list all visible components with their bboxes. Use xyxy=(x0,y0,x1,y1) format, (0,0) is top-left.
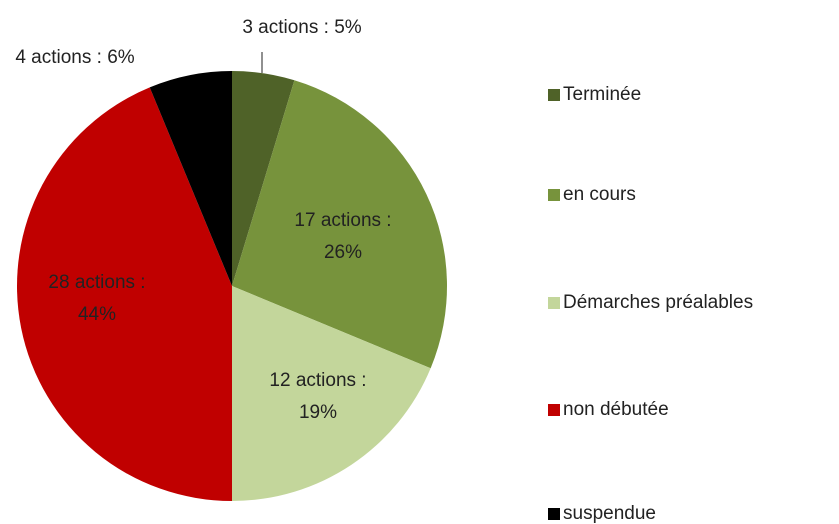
pie-slice xyxy=(149,71,232,286)
legend-label: suspendue xyxy=(563,503,656,524)
data-label: 4 actions : 6% xyxy=(15,47,134,68)
pie-slice xyxy=(16,87,232,501)
data-label: 17 actions : xyxy=(294,210,391,231)
legend-label: en cours xyxy=(563,184,636,205)
legend-swatch xyxy=(548,189,560,201)
data-label: 12 actions : xyxy=(269,370,366,391)
legend-label: Démarches préalables xyxy=(563,292,753,313)
legend-swatch xyxy=(548,89,560,101)
pie-slice xyxy=(232,71,295,286)
data-label: 3 actions : 5% xyxy=(242,17,361,38)
legend-swatch xyxy=(548,297,560,309)
legend-swatch xyxy=(548,508,560,520)
pie-slice xyxy=(232,80,447,369)
legend-label: non débutée xyxy=(563,399,669,420)
data-label: 19% xyxy=(299,402,337,423)
data-label: 26% xyxy=(324,242,362,263)
data-label: 44% xyxy=(78,304,116,325)
pie-slice xyxy=(232,286,431,501)
data-label: 28 actions : xyxy=(48,272,145,293)
legend-swatch xyxy=(548,404,560,416)
legend-label: Terminée xyxy=(563,84,641,105)
